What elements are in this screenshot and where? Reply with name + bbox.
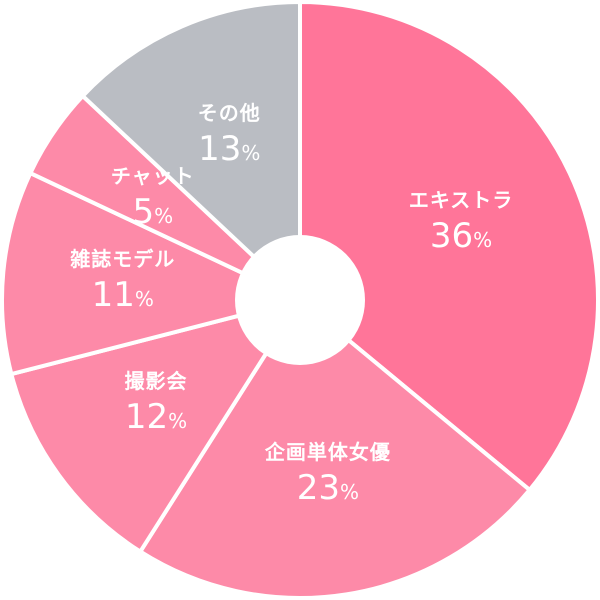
slice-label: 企画単体女優 23% (265, 438, 391, 514)
slice-label: その他 13% (198, 99, 261, 175)
slice-value: 11% (91, 275, 154, 316)
slice-name: 雑誌モデル (70, 247, 176, 272)
slice-value: 23% (296, 467, 359, 508)
slice-name: 撮影会 (124, 368, 188, 393)
slice-name: その他 (197, 100, 261, 125)
slice-value: 12% (124, 396, 188, 437)
slice-name: チャット (110, 163, 195, 188)
slice-unit: % (241, 140, 261, 165)
pie-slice (137, 297, 533, 600)
slice-unit: % (134, 287, 154, 312)
slice-unit: % (154, 203, 174, 228)
slice-unit: % (168, 408, 188, 433)
pie-slice (0, 170, 306, 377)
slice-label: 撮影会 12% (124, 367, 187, 443)
slice-unit: % (339, 479, 359, 504)
slice-name: エキストラ (408, 188, 514, 213)
slice-label: チャット 5% (111, 162, 195, 238)
pie-slice (79, 0, 302, 305)
pie-slice (298, 0, 600, 493)
slice-value: 36% (429, 216, 493, 257)
slice-name: 企画単体女優 (264, 439, 391, 464)
donut-hole (235, 235, 365, 365)
slice-value: 5% (132, 191, 174, 232)
pie-slice (8, 296, 305, 555)
slice-label: エキストラ 36% (409, 186, 513, 262)
slice-value: 13% (198, 128, 261, 169)
slice-unit: % (473, 228, 493, 253)
slice-label: 雑誌モデル 11% (70, 245, 175, 321)
